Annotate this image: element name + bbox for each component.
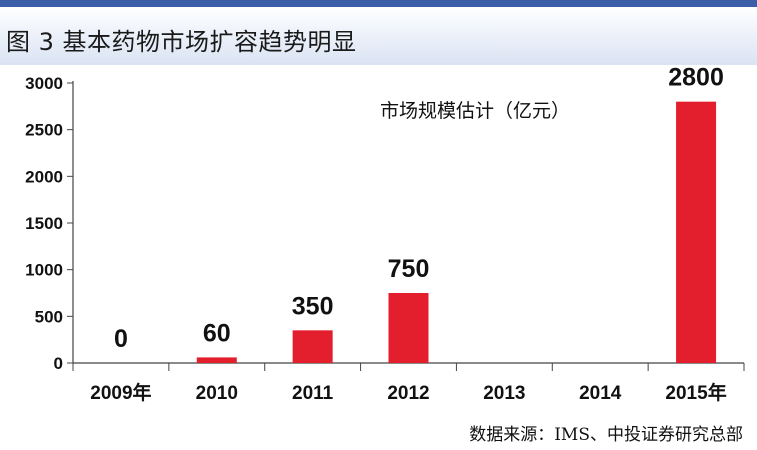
bar: [676, 101, 717, 364]
y-tick-label: 2500: [25, 121, 63, 140]
bar: [388, 293, 429, 363]
title-band: [0, 7, 757, 65]
y-tick-label: 2000: [25, 167, 63, 186]
data-label: 60: [203, 319, 231, 347]
x-category-label: 2014: [579, 383, 622, 404]
y-tick-label: 1000: [25, 261, 63, 280]
data-label: 0: [114, 325, 128, 353]
data-label: 750: [388, 255, 430, 283]
bar: [292, 330, 333, 363]
bar: [196, 357, 237, 363]
y-tick-label: 0: [54, 354, 63, 373]
series-label: 市场规模估计（亿元）: [380, 100, 571, 122]
x-category-label: 2012: [387, 383, 429, 404]
y-tick-label: 1500: [25, 214, 63, 233]
x-category-label: 2015年: [665, 381, 726, 404]
top-accent-rule: [0, 0, 757, 7]
x-category-label: 2011: [292, 383, 334, 404]
chart-title: 图 3 基本药物市场扩容趋势明显: [6, 28, 357, 56]
data-label: 2800: [668, 64, 724, 92]
x-category-label: 2009年: [90, 381, 151, 404]
source-note: 数据来源：IMS、中投证券研究总部: [469, 425, 743, 445]
x-category-label: 2013: [483, 383, 525, 404]
y-tick-label: 500: [35, 307, 63, 326]
y-tick-label: 3000: [25, 74, 63, 93]
x-category-label: 2010: [196, 383, 238, 404]
data-label: 350: [292, 292, 334, 320]
